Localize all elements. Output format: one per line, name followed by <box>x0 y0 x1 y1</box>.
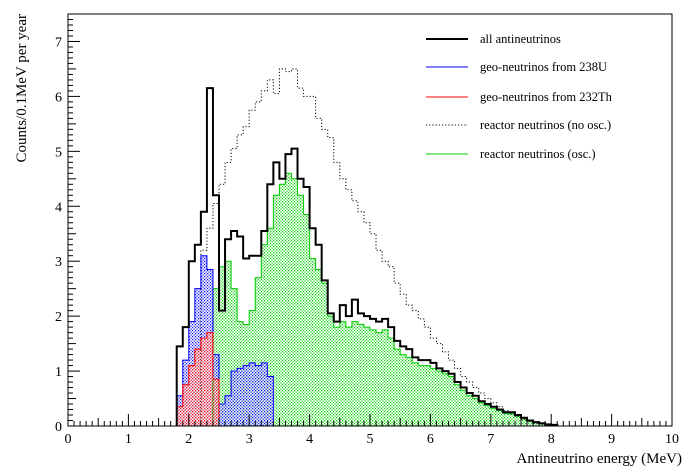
x-tick-label: 5 <box>367 432 374 447</box>
y-axis-title: Counts/0.1MeV per year <box>14 14 30 162</box>
y-tick-label: 6 <box>55 90 62 105</box>
axes: 0 1 2 3 4 5 6 7 8 9 10 0 1 2 3 4 5 6 7 <box>55 13 679 447</box>
legend-label: reactor neutrinos (no osc.) <box>480 118 611 132</box>
series-geo-neutrinos-from-232th <box>176 332 226 427</box>
legend-label: reactor neutrinos (osc.) <box>480 147 596 161</box>
y-tick-label: 0 <box>55 420 62 435</box>
x-tick-label: 9 <box>608 432 615 447</box>
legend-label: all antineutrinos <box>480 32 561 46</box>
y-tick-label: 3 <box>55 255 62 270</box>
x-tick-label: 0 <box>65 432 72 447</box>
y-tick-label: 5 <box>55 145 62 160</box>
series-reactor-neutrinos-osc <box>176 172 558 427</box>
y-tick-label: 2 <box>55 310 62 325</box>
x-tick-label: 7 <box>487 432 494 447</box>
legend-label: geo-neutrinos from 232Th <box>480 90 613 104</box>
x-tick-label: 2 <box>185 432 192 447</box>
x-tick-label: 1 <box>125 432 132 447</box>
y-tick-label: 7 <box>55 35 62 50</box>
x-tick-label: 10 <box>665 432 679 447</box>
x-tick-label: 6 <box>427 432 434 447</box>
legend-label: geo-neutrinos from 238U <box>480 60 607 74</box>
x-tick-label: 3 <box>246 432 253 447</box>
x-tick-label: 8 <box>548 432 555 447</box>
legend: all antineutrinos geo-neutrinos from 238U… <box>426 32 613 161</box>
histogram-series <box>175 68 559 427</box>
x-axis-title: Antineutrino energy (MeV) <box>516 451 682 467</box>
x-tick-label: 4 <box>306 432 313 447</box>
y-tick-label: 4 <box>55 200 62 215</box>
y-tick-label: 1 <box>55 365 62 380</box>
series-all-antineutrinos <box>175 87 559 426</box>
series-reactor-neutrinos-no-osc <box>176 68 558 427</box>
